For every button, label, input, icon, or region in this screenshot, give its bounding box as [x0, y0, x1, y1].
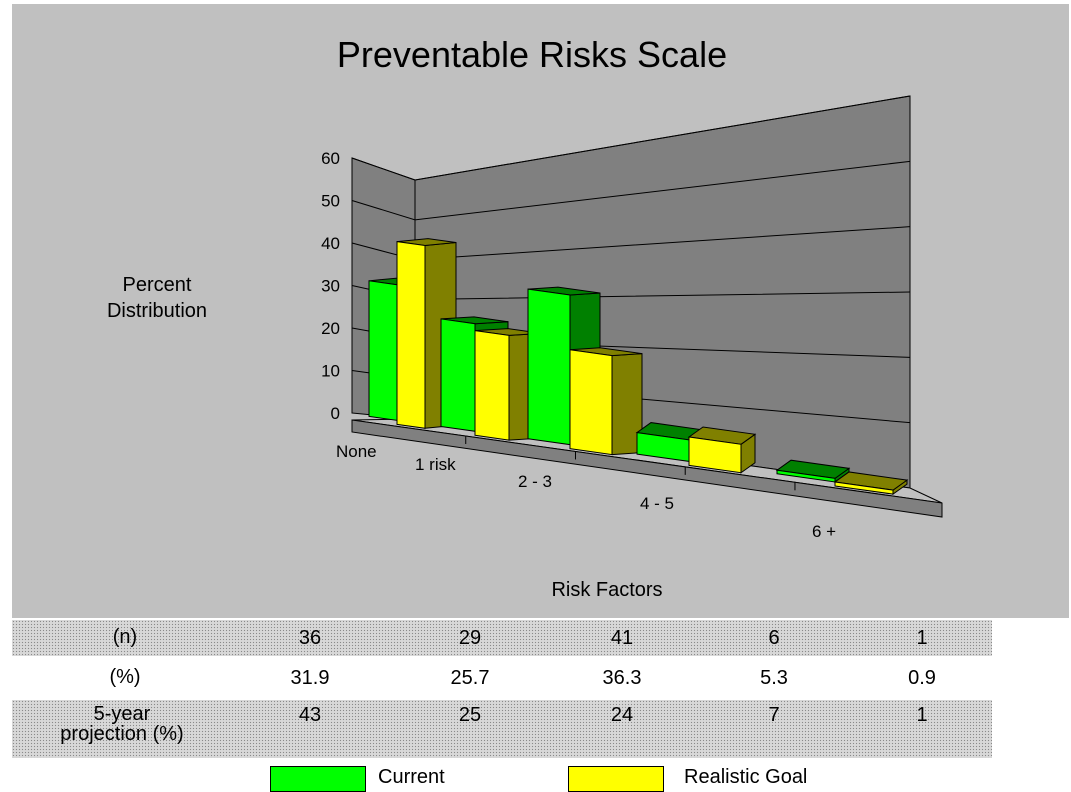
bar-goal [396, 241, 426, 429]
table-cell: 5.3 [760, 667, 788, 689]
y-tick-label: 0 [331, 404, 340, 423]
row-label: (%) [109, 666, 141, 688]
table-cell: 29 [458, 627, 482, 649]
x-tick-label: None [336, 442, 377, 461]
bar-goal [688, 436, 742, 474]
y-axis-label: Percent Distribution [106, 274, 208, 322]
table-row-percent: (%) 31.9 25.7 36.3 5.3 0.9 [12, 658, 992, 694]
bar-current [776, 469, 836, 483]
y-tick-label: 30 [321, 277, 340, 296]
bar-current [440, 318, 476, 432]
gridline [351, 95, 911, 181]
table-cell: 1 [916, 627, 928, 649]
bar-current [527, 288, 571, 446]
table-cell: 36 [298, 627, 322, 649]
legend-swatch-current [270, 766, 366, 792]
row-label: 5-year projection (%) [60, 703, 184, 745]
table-row-projection: 5-year projection (%) 43 25 24 7 1 [12, 700, 992, 758]
legend-swatch-goal [568, 766, 664, 792]
x-axis-label: Risk Factors [551, 579, 663, 601]
row-label: (n) [112, 626, 138, 648]
x-tick-label: 6 + [812, 522, 836, 541]
y-tick-label: 10 [321, 362, 340, 381]
bar-goal [474, 330, 510, 441]
chart-floor-edge [351, 419, 943, 518]
x-tick-label: 1 risk [415, 455, 456, 474]
table-cell: 31.9 [290, 667, 330, 689]
gridline [351, 160, 911, 221]
legend-label-current: Current [378, 766, 445, 788]
bar-current [368, 280, 398, 421]
table-cell: 0.9 [908, 667, 936, 689]
table-cell: 41 [610, 627, 634, 649]
x-tick-label: 4 - 5 [640, 494, 674, 513]
table-cell: 24 [610, 704, 634, 726]
table-cell: 1 [916, 704, 928, 726]
chart-title: Preventable Risks Scale [336, 34, 728, 75]
table-cell: 7 [768, 704, 780, 726]
table-cell: 36.3 [602, 667, 642, 689]
table-row-n: (n) 36 29 41 6 1 [12, 620, 992, 656]
x-tick-label: 2 - 3 [518, 472, 552, 491]
bar-goal [834, 481, 894, 495]
bar-goal [569, 349, 613, 456]
table-cell: 6 [768, 627, 780, 649]
chart-plot: 0 10 20 30 40 50 60 None 1 risk 2 - 3 4 - 5 6 + [321, 95, 943, 541]
table-cell: 25 [458, 704, 482, 726]
y-tick-label: 50 [321, 192, 340, 211]
y-tick-label: 40 [321, 234, 340, 253]
y-tick-label: 60 [321, 149, 340, 168]
table-cell: 25.7 [450, 667, 490, 689]
table-cell: 43 [298, 704, 322, 726]
legend-label-goal: Realistic Goal [684, 766, 808, 788]
y-tick-label: 20 [321, 319, 340, 338]
